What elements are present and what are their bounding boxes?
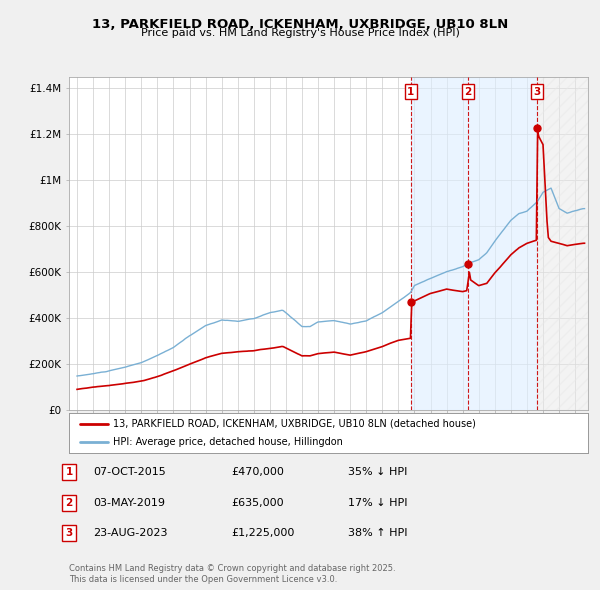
Text: 17% ↓ HPI: 17% ↓ HPI — [348, 498, 407, 507]
Text: Contains HM Land Registry data © Crown copyright and database right 2025.: Contains HM Land Registry data © Crown c… — [69, 565, 395, 573]
Text: 07-OCT-2015: 07-OCT-2015 — [93, 467, 166, 477]
Text: 38% ↑ HPI: 38% ↑ HPI — [348, 529, 407, 538]
Text: Price paid vs. HM Land Registry's House Price Index (HPI): Price paid vs. HM Land Registry's House … — [140, 28, 460, 38]
Bar — [537, 77, 588, 410]
Text: HPI: Average price, detached house, Hillingdon: HPI: Average price, detached house, Hill… — [113, 437, 343, 447]
Text: 03-MAY-2019: 03-MAY-2019 — [93, 498, 165, 507]
Text: 1: 1 — [407, 87, 415, 97]
Text: £635,000: £635,000 — [231, 498, 284, 507]
Text: 35% ↓ HPI: 35% ↓ HPI — [348, 467, 407, 477]
Bar — [411, 77, 537, 410]
Text: 1: 1 — [65, 467, 73, 477]
Text: £470,000: £470,000 — [231, 467, 284, 477]
Text: 13, PARKFIELD ROAD, ICKENHAM, UXBRIDGE, UB10 8LN (detached house): 13, PARKFIELD ROAD, ICKENHAM, UXBRIDGE, … — [113, 419, 476, 429]
Text: 3: 3 — [65, 529, 73, 538]
Text: 2: 2 — [65, 498, 73, 507]
Text: 3: 3 — [533, 87, 541, 97]
Text: 23-AUG-2023: 23-AUG-2023 — [93, 529, 167, 538]
Text: 2: 2 — [464, 87, 472, 97]
Text: 13, PARKFIELD ROAD, ICKENHAM, UXBRIDGE, UB10 8LN: 13, PARKFIELD ROAD, ICKENHAM, UXBRIDGE, … — [92, 18, 508, 31]
Text: This data is licensed under the Open Government Licence v3.0.: This data is licensed under the Open Gov… — [69, 575, 337, 584]
Text: £1,225,000: £1,225,000 — [231, 529, 295, 538]
